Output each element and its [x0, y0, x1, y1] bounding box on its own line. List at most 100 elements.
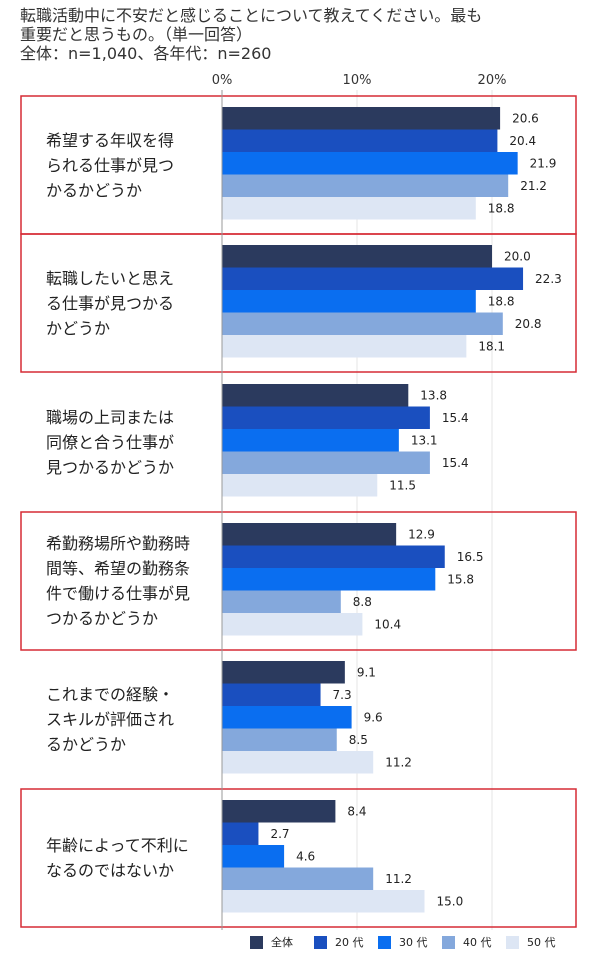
bar: [222, 822, 259, 845]
data-label: 7.3: [333, 688, 352, 702]
legend-item: 40 代: [442, 934, 506, 950]
data-label: 8.4: [347, 804, 366, 818]
x-tick-label: 0%: [212, 73, 233, 88]
data-label: 18.8: [488, 201, 515, 215]
data-label: 13.8: [420, 388, 447, 402]
bar: [222, 590, 341, 613]
category-label: 希勤務場所や勤務時 間等、希望の勤務条 件で働ける仕事が見 つかるかどうか: [46, 531, 216, 631]
data-label: 15.0: [437, 894, 464, 908]
bar: [222, 267, 524, 290]
data-label: 9.6: [364, 710, 383, 724]
data-label: 20.6: [512, 111, 539, 125]
bar: [222, 845, 285, 868]
legend-item: 全体: [250, 934, 314, 950]
data-label: 21.2: [520, 179, 547, 193]
data-label: 15.4: [442, 411, 469, 425]
bar: [222, 568, 436, 591]
bar: [222, 335, 467, 358]
data-label: 20.4: [509, 134, 536, 148]
category-label-line: 希勤務場所や勤務時: [46, 534, 191, 553]
category-label-line: 同僚と合う仕事が: [46, 432, 175, 452]
data-label: 22.3: [535, 272, 562, 286]
bar: [222, 107, 501, 130]
bar: [222, 683, 321, 706]
category-label-line: る仕事が見つかる: [46, 293, 175, 313]
legend-item: 50 代: [506, 934, 570, 950]
data-label: 10.4: [374, 617, 401, 631]
bar: [222, 751, 374, 774]
legend-item: 20 代: [314, 934, 378, 950]
legend-label: 20 代: [335, 936, 364, 949]
data-label: 20.8: [515, 317, 542, 331]
data-label: 11.2: [385, 872, 412, 886]
bar: [222, 451, 430, 474]
x-tick-label: 20%: [478, 73, 507, 88]
legend-swatch: [442, 935, 455, 949]
highlight-frame: [20, 511, 577, 651]
category-label-line: 間等、希望の勤務条: [46, 559, 191, 578]
title-line-3: 全体：n=1,040、各年代：n=260: [20, 44, 272, 63]
data-label: 8.8: [353, 595, 372, 609]
highlight-frame: [20, 788, 577, 928]
title-line-1: 転職活動中に不安だと感じることについて教えてください。最も: [20, 6, 483, 25]
data-label: 21.9: [530, 156, 557, 170]
bar: [222, 197, 476, 220]
data-label: 8.5: [349, 733, 368, 747]
bar: [222, 867, 374, 890]
bar: [222, 728, 337, 751]
legend: 全体 20 代 30 代 40 代 50 代: [250, 934, 570, 950]
legend-label: 全体: [271, 936, 293, 949]
legend-swatch: [506, 935, 519, 949]
category-label-line: なるのではないか: [46, 861, 175, 880]
data-label: 2.7: [270, 827, 289, 841]
bar: [222, 474, 378, 497]
highlight-frame: [20, 233, 577, 373]
data-label: 16.5: [457, 550, 484, 564]
category-label-line: これまでの経験・: [46, 684, 175, 704]
bar: [222, 245, 492, 268]
bar: [222, 290, 476, 313]
legend-item: 30 代: [378, 934, 442, 950]
category-label-line: スキルが評価され: [46, 709, 175, 729]
bar: [222, 384, 409, 407]
bar: [222, 152, 518, 175]
chart-title: 転職活動中に不安だと感じることについて教えてください。最も 重要だと思うもの。（…: [20, 6, 590, 63]
legend-swatch: [378, 935, 391, 949]
bar: [222, 174, 509, 197]
data-label: 20.0: [504, 249, 531, 263]
legend-label: 50 代: [527, 936, 556, 949]
bar: [222, 800, 336, 823]
data-label: 11.5: [389, 478, 416, 492]
data-label: 13.1: [411, 433, 438, 447]
data-label: 12.9: [408, 527, 435, 541]
legend-label: 40 代: [463, 936, 492, 949]
bar: [222, 406, 430, 429]
category-label-line: かどうか: [46, 318, 111, 338]
title-line-2: 重要だと思うもの。（単一回答）: [20, 25, 253, 44]
category-label: 職場の上司または 同僚と合う仕事が 見つかるかどうか: [46, 405, 216, 480]
legend-swatch: [314, 935, 327, 949]
category-label-line: つかるかどうか: [46, 609, 159, 628]
category-label: 希望する年収を得 られる仕事が見つ かるかどうか: [46, 128, 216, 203]
bar: [222, 312, 503, 335]
category-label-line: るかどうか: [46, 734, 127, 754]
legend-swatch: [250, 935, 263, 949]
category-label-line: 転職したいと思え: [46, 268, 175, 288]
data-label: 9.1: [357, 665, 376, 679]
x-tick-label: 10%: [343, 73, 372, 88]
bar: [222, 890, 425, 913]
data-label: 15.4: [442, 456, 469, 470]
category-label-line: 職場の上司または: [46, 407, 175, 427]
bar: [222, 129, 498, 152]
category-label: 年齢によって不利に なるのではないか: [46, 833, 216, 883]
category-label-line: られる仕事が見つ: [46, 155, 175, 175]
data-label: 4.6: [296, 849, 315, 863]
category-label: これまでの経験・ スキルが評価され るかどうか: [46, 682, 216, 757]
category-label-line: 見つかるかどうか: [46, 457, 175, 477]
bar: [222, 613, 363, 636]
bar: [222, 523, 397, 546]
bar: [222, 706, 352, 729]
bar: [222, 429, 399, 452]
category-label-line: 年齢によって不利に: [46, 836, 189, 855]
